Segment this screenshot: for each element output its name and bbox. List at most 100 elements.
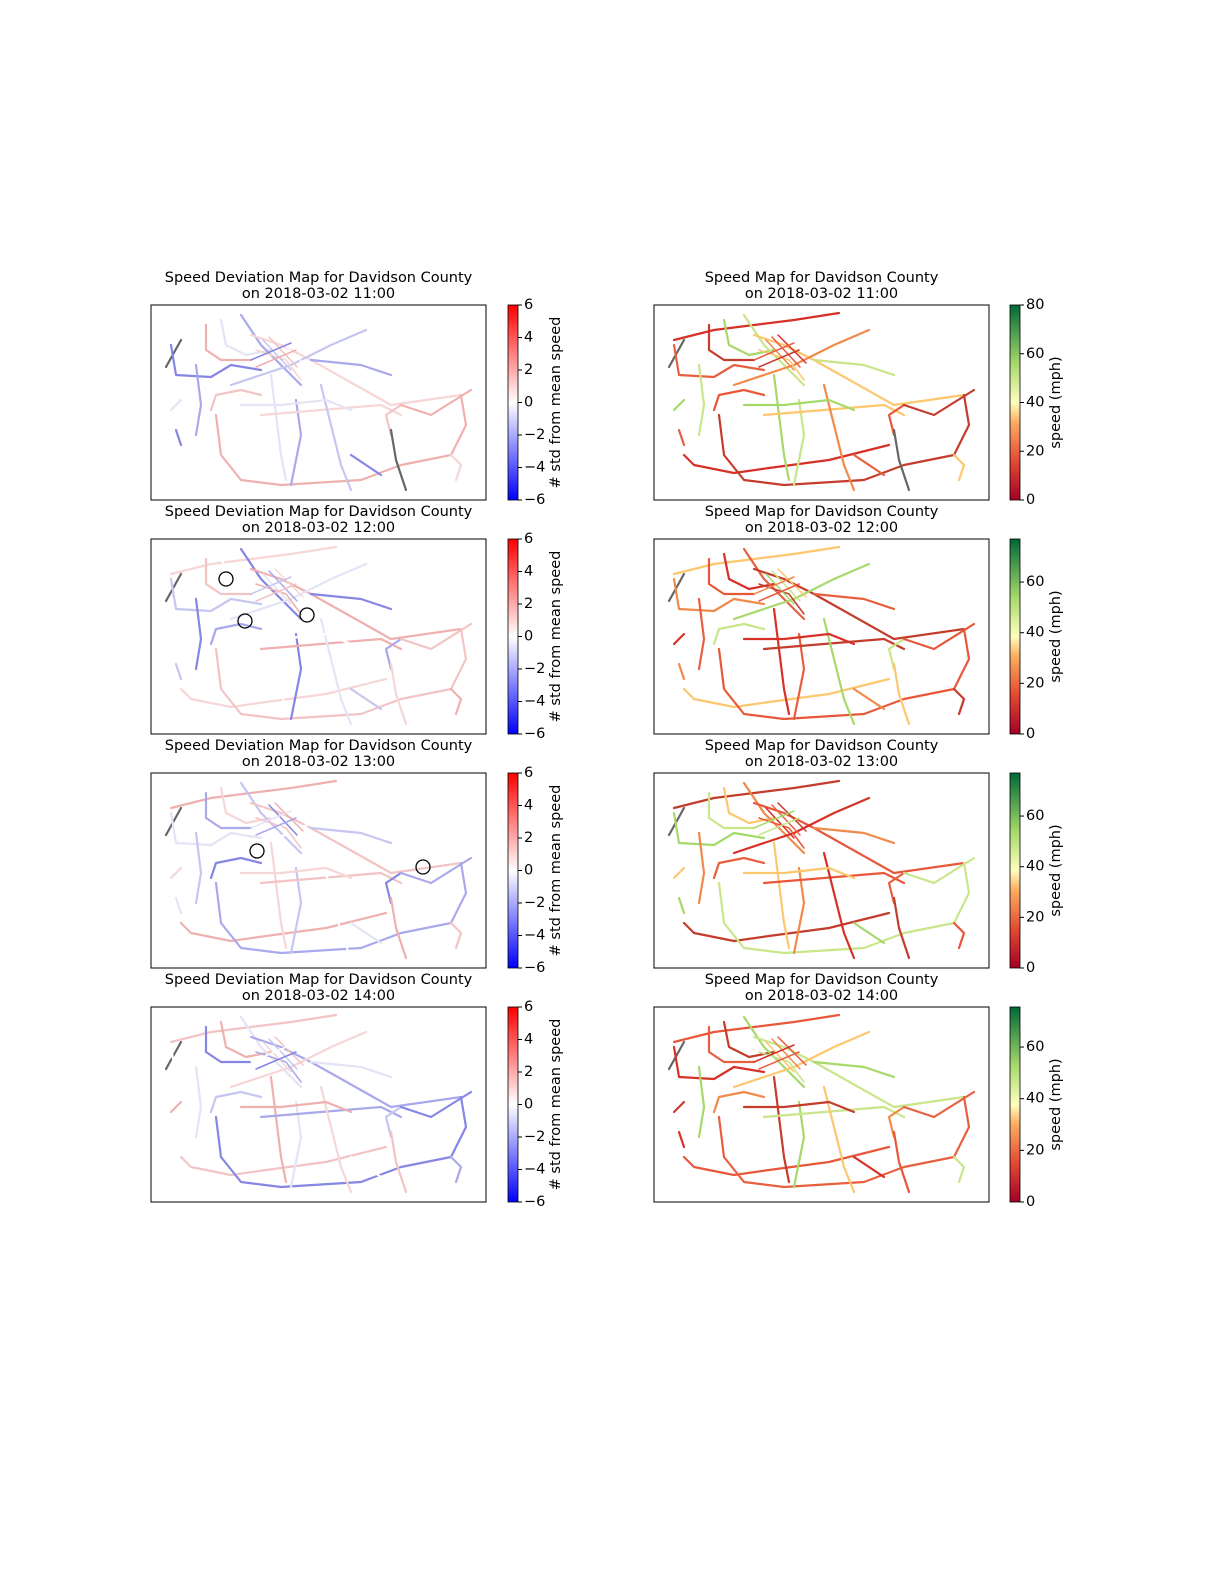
road [255, 817, 297, 836]
road [262, 573, 292, 605]
road [169, 866, 183, 880]
road [449, 453, 463, 482]
road [169, 577, 263, 613]
road [384, 871, 403, 905]
road [771, 570, 801, 602]
road [349, 1155, 383, 1179]
colorbar-tick-label: −4 [524, 928, 545, 944]
road [169, 632, 183, 646]
colorbar-label: speed (mph) [1048, 590, 1064, 682]
road [722, 552, 776, 591]
road [269, 1075, 288, 1184]
colorbar-tick-label: −2 [524, 895, 545, 911]
road [174, 428, 183, 447]
panel-title: Speed Map for Davidson County [705, 504, 939, 520]
road [672, 398, 686, 412]
road [399, 622, 473, 651]
road [887, 871, 906, 905]
colorbar-tick-label: 6 [524, 531, 533, 547]
road [319, 617, 353, 726]
road [852, 687, 886, 711]
colorbar-label: speed (mph) [1048, 1058, 1064, 1150]
road [229, 328, 368, 387]
road [772, 841, 791, 950]
road [672, 545, 841, 576]
road [771, 804, 801, 836]
colorbar [1009, 538, 1021, 735]
road [712, 388, 766, 412]
colorbar-tick-label: 80 [1026, 297, 1044, 313]
road [822, 383, 856, 492]
road [250, 1044, 292, 1063]
colorbar [507, 304, 519, 501]
road [384, 403, 403, 437]
colorbar [507, 538, 519, 735]
road [697, 597, 706, 671]
colorbar-tick-label: 40 [1026, 859, 1044, 875]
road [214, 393, 468, 487]
road [762, 871, 906, 885]
road [672, 1045, 766, 1081]
colorbar-tick-label: 0 [524, 395, 533, 411]
road [732, 562, 871, 621]
panel-title: on 2018-03-02 14:00 [745, 988, 898, 1004]
road [753, 1044, 795, 1063]
road [274, 334, 304, 364]
road [209, 622, 263, 646]
colorbar-tick-label: −2 [524, 1129, 545, 1145]
panel-title: on 2018-03-02 14:00 [242, 988, 395, 1004]
road [758, 583, 800, 602]
road [952, 453, 966, 482]
road [852, 1155, 886, 1179]
road [712, 856, 766, 880]
road [717, 1095, 971, 1189]
road [268, 1038, 298, 1070]
road [682, 1145, 891, 1177]
road [682, 677, 891, 709]
road [214, 861, 468, 955]
road [677, 896, 686, 915]
road [259, 871, 403, 885]
road [777, 802, 807, 832]
highlight-circle [218, 571, 234, 587]
panel-title: on 2018-03-02 13:00 [242, 754, 395, 770]
road [892, 896, 911, 960]
road [697, 831, 706, 905]
road [707, 791, 756, 830]
colorbar-tick-label: 6 [524, 297, 533, 313]
road [887, 403, 906, 437]
road [712, 622, 766, 646]
panel-title: Speed Deviation Map for Davidson County [165, 270, 473, 286]
road [219, 1020, 273, 1059]
road [892, 662, 911, 726]
road [229, 562, 368, 621]
colorbar-label: speed (mph) [1048, 356, 1064, 448]
road [777, 568, 807, 598]
road [169, 811, 263, 847]
road [239, 632, 353, 646]
road [250, 342, 292, 361]
road [732, 328, 871, 387]
road [219, 786, 273, 825]
panel-title: Speed Map for Davidson County [705, 972, 939, 988]
panel-title: on 2018-03-02 11:00 [242, 286, 395, 302]
colorbar-tick-label: 60 [1026, 346, 1044, 362]
road [672, 632, 686, 646]
road [902, 856, 976, 885]
road [389, 1130, 408, 1194]
road [762, 1105, 906, 1119]
road [269, 373, 288, 482]
road [219, 318, 273, 357]
road [812, 1060, 896, 1079]
road-network [164, 311, 473, 492]
road [250, 810, 292, 829]
road [319, 1085, 353, 1194]
road [672, 1100, 686, 1114]
road [259, 637, 403, 651]
road [194, 1065, 203, 1139]
road [204, 791, 253, 830]
road [268, 804, 298, 836]
road [309, 592, 393, 611]
colorbar-tick-label: −6 [524, 960, 545, 976]
road [309, 358, 393, 377]
